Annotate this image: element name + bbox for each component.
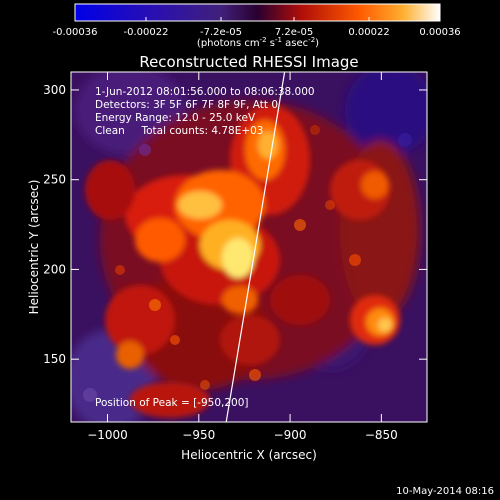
colorbar-tick-label: 0.00036 (419, 27, 460, 38)
footer-timestamp: 10-May-2014 08:16 (396, 486, 494, 497)
y-axis-label: Heliocentric Y (arcsec) (27, 180, 41, 315)
colorbar-gradient (74, 3, 441, 22)
colorbar-tick-label: -0.00022 (123, 27, 168, 38)
colorbar-tick-label: 0.00022 (348, 27, 389, 38)
x-tick-label: −900 (274, 428, 307, 442)
y-tick-label: 200 (43, 262, 66, 276)
x-tick-label: −850 (365, 428, 398, 442)
y-tick-label: 150 (43, 352, 66, 366)
solar-limb-line (225, 72, 286, 422)
x-tick-label: −1000 (87, 428, 128, 442)
colorbar-tick-label: -7.2e-05 (200, 27, 242, 38)
annotation-clean-counts: Clean Total counts: 4.78E+03 (95, 125, 264, 137)
colorbar-ticks: -0.00036 -0.00022 -7.2e-05 7.2e-05 0.00022 0.… (53, 17, 461, 38)
y-axis: 150 200 250 300 (43, 83, 427, 366)
annotation-energy-range: Energy Range: 12.0 - 25.0 keV (95, 112, 256, 124)
x-axis: −1000 −950 −900 −850 (87, 72, 398, 442)
y-tick-label: 300 (43, 83, 66, 97)
annotation-time-range: 1-Jun-2012 08:01:56.000 to 08:06:38.000 (95, 86, 315, 98)
colorbar: -0.00036 -0.00022 -7.2e-05 7.2e-05 0.00022 0.… (53, 3, 461, 49)
plot-frame (70, 71, 428, 423)
colorbar-units: (photons cm-2 s-1 asec-2) (197, 36, 319, 49)
annotation-peak-position: Position of Peak = [-950,200] (95, 397, 249, 409)
x-axis-label: Heliocentric X (arcsec) (181, 448, 317, 462)
chart-title: Reconstructed RHESSI Image (139, 53, 358, 71)
annotation-detectors: Detectors: 3F 5F 6F 7F 8F 9F, Att 0 (95, 99, 278, 111)
y-tick-label: 250 (43, 173, 66, 187)
x-tick-label: −950 (182, 428, 215, 442)
colorbar-tick-label: 7.2e-05 (275, 27, 313, 38)
colorbar-tick-label: -0.00036 (53, 27, 98, 38)
